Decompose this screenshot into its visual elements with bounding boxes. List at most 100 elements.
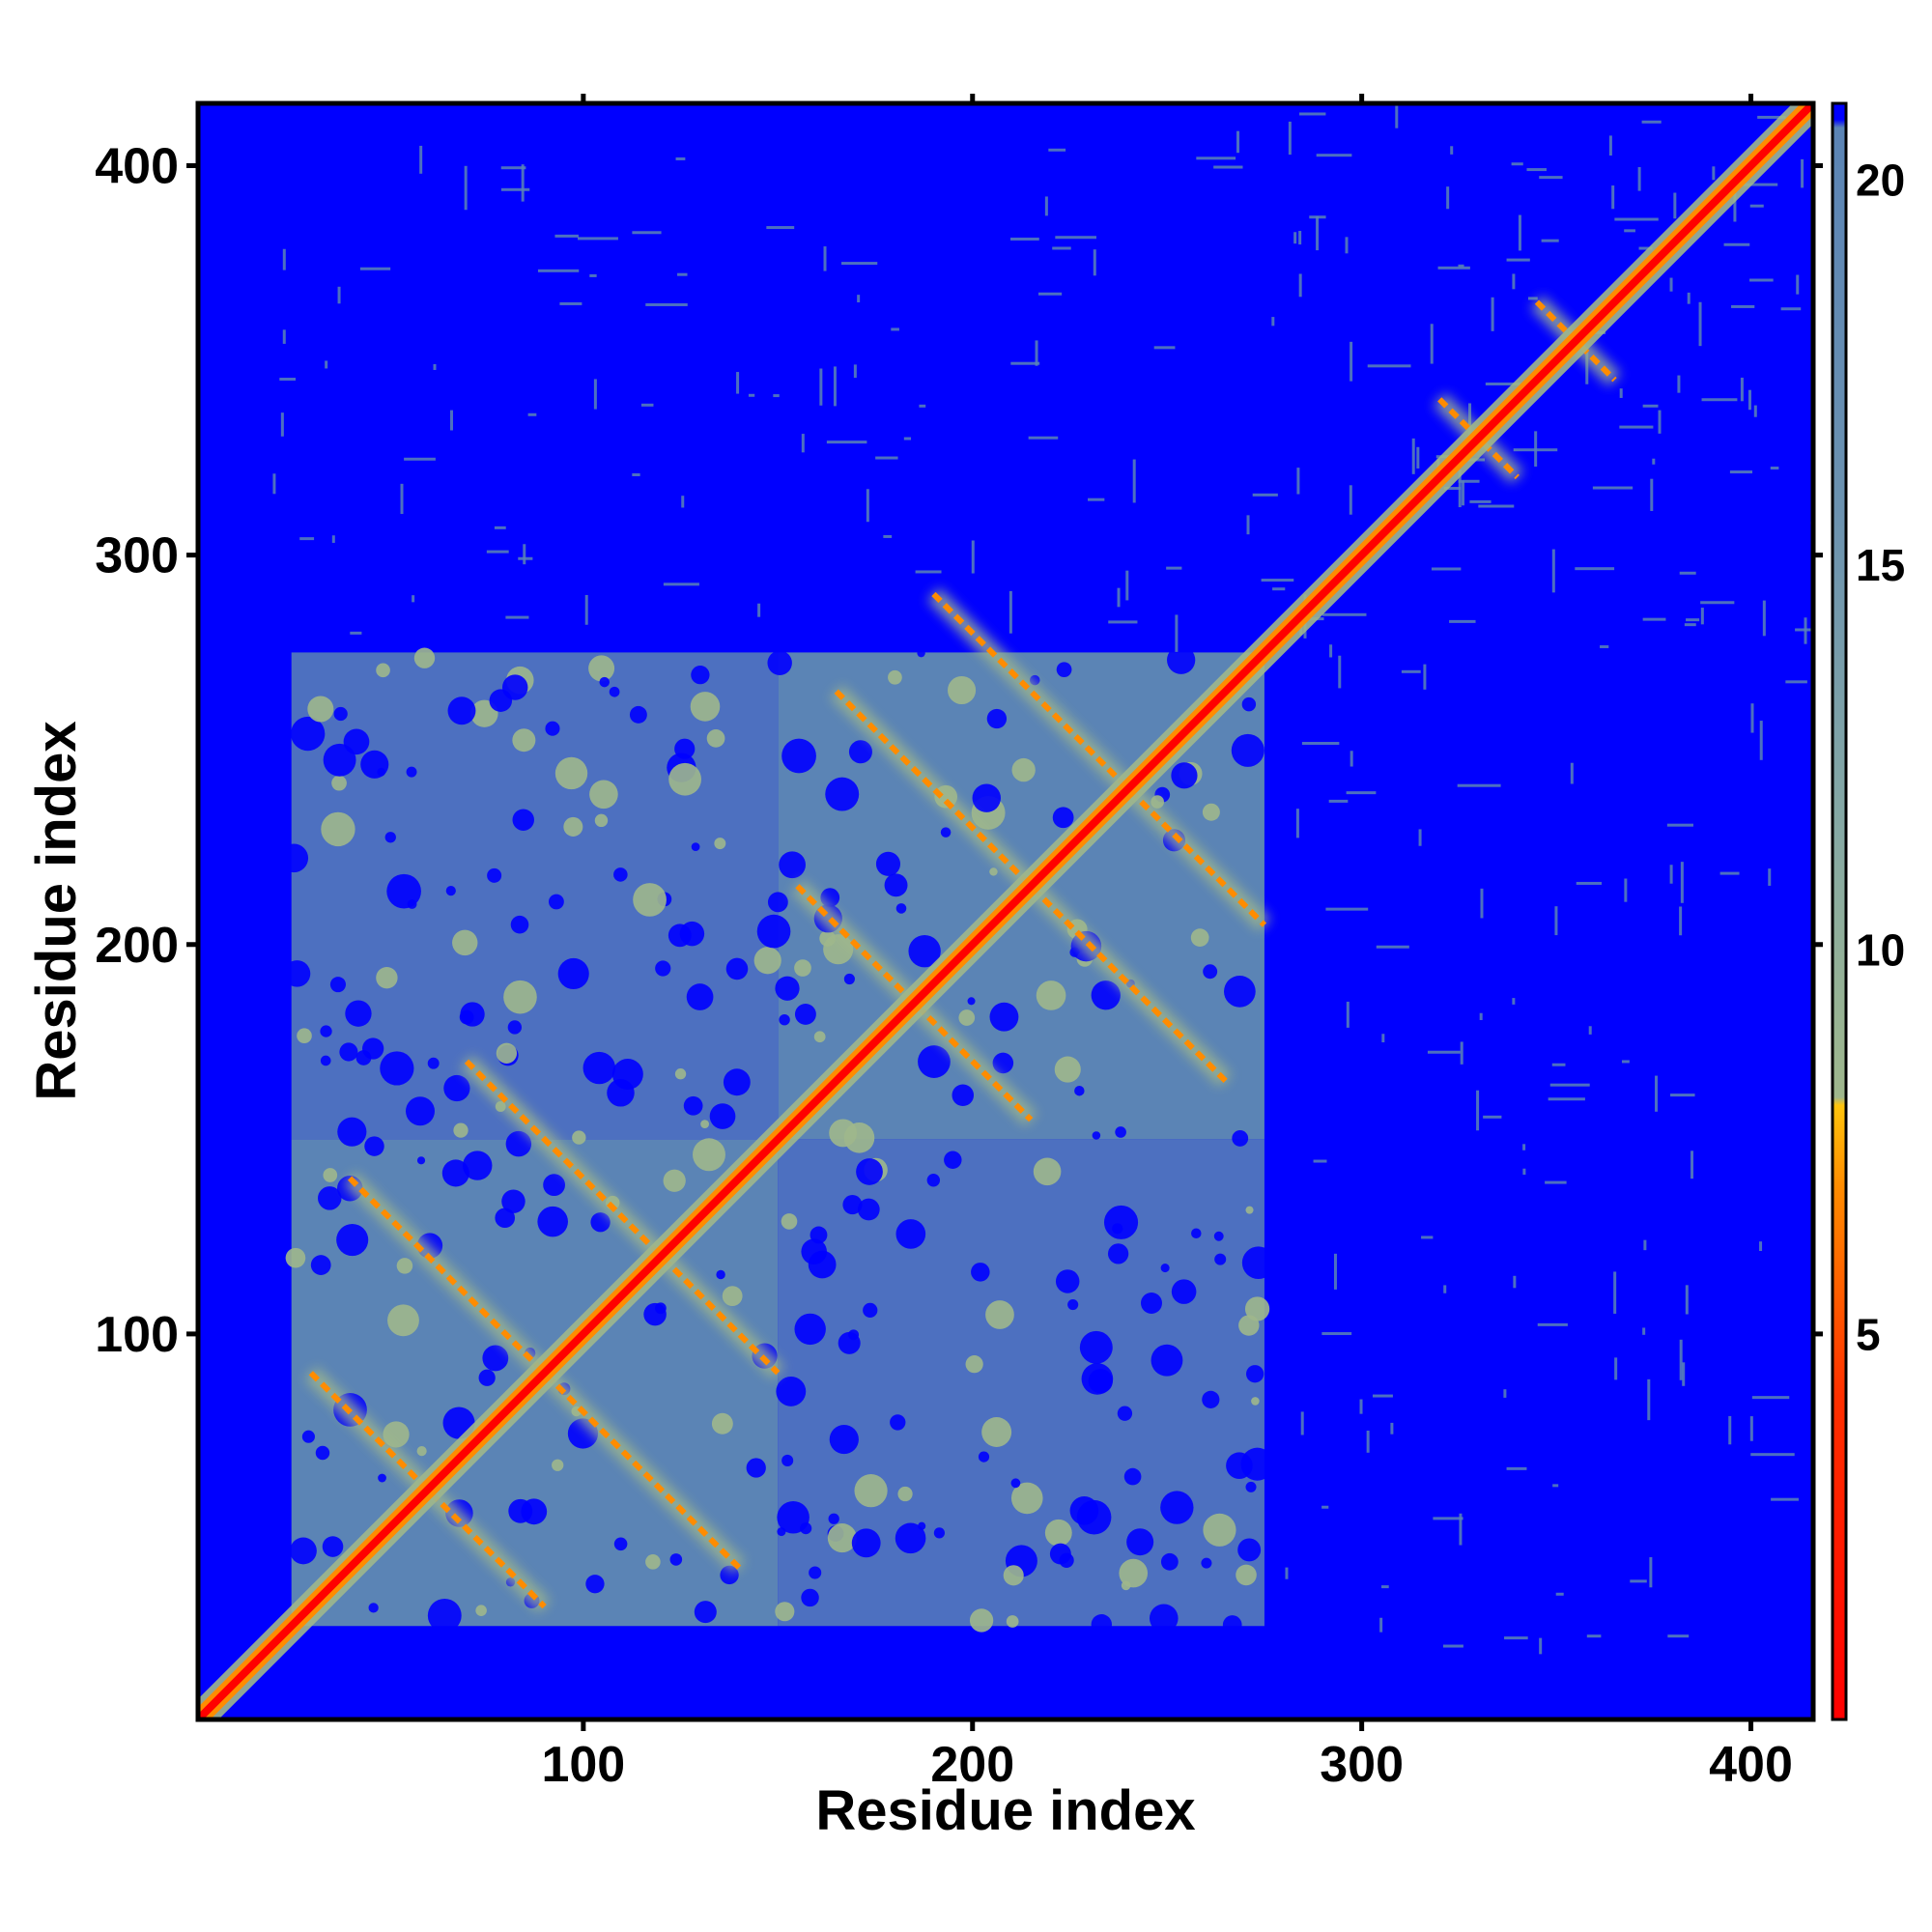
texture-dot xyxy=(406,766,417,778)
x-axis-ticks: 100 200 300 400 xyxy=(541,94,1793,1793)
texture-dot xyxy=(986,708,1008,729)
long-range-contact xyxy=(325,360,328,369)
texture-dot xyxy=(958,1009,976,1026)
texture-dot xyxy=(989,1002,1019,1032)
long-range-contact xyxy=(1723,242,1750,246)
texture-dot xyxy=(1036,980,1066,1010)
long-range-contact xyxy=(1450,146,1454,155)
texture-dot xyxy=(1231,733,1264,767)
long-range-contact xyxy=(1416,446,1420,469)
colorbar-tick-label: 20 xyxy=(1856,156,1905,206)
texture-dot xyxy=(714,838,726,850)
texture-dot xyxy=(1010,1478,1021,1489)
plot-frame xyxy=(195,100,1816,1722)
long-range-contact xyxy=(1712,166,1716,181)
texture-dot xyxy=(716,1269,725,1280)
long-range-contact xyxy=(1642,617,1666,621)
long-range-contact xyxy=(915,570,942,574)
texture-dot xyxy=(767,650,792,676)
long-range-contact xyxy=(523,544,526,565)
texture-dot xyxy=(495,1208,516,1229)
texture-dot xyxy=(589,780,618,810)
long-range-contact xyxy=(1753,405,1757,417)
texture-dot xyxy=(478,1369,496,1386)
long-range-contact xyxy=(1641,120,1662,124)
long-range-contact xyxy=(1637,166,1641,191)
long-range-contact xyxy=(1395,105,1399,128)
texture-dot xyxy=(320,1055,331,1066)
texture-dot xyxy=(496,1042,518,1064)
long-range-contact xyxy=(766,226,795,230)
texture-dot xyxy=(888,669,902,685)
texture-dot xyxy=(694,1601,717,1624)
texture-dot xyxy=(441,1159,469,1187)
texture-dot xyxy=(723,1068,751,1096)
texture-dot xyxy=(1232,1129,1249,1147)
long-range-contact xyxy=(1459,1513,1463,1546)
texture-dot xyxy=(512,809,534,831)
texture-dot xyxy=(828,1513,839,1524)
long-range-contact xyxy=(1125,570,1129,601)
long-range-contact xyxy=(1539,1637,1543,1655)
long-range-contact xyxy=(537,269,580,272)
long-range-contact xyxy=(833,366,837,407)
texture-dot xyxy=(746,1458,766,1478)
long-range-contact xyxy=(589,273,597,277)
texture-dot xyxy=(918,1045,951,1078)
long-range-contact xyxy=(1630,1579,1647,1583)
y-tick-label: 400 xyxy=(95,139,179,195)
texture-dot xyxy=(829,1424,859,1455)
texture-dot xyxy=(462,1151,493,1180)
texture-dot xyxy=(510,915,529,934)
long-range-contact xyxy=(1430,324,1434,364)
texture-dot xyxy=(940,827,952,838)
texture-dot xyxy=(1044,1519,1072,1547)
long-range-contact xyxy=(1483,1115,1502,1119)
texture-dot xyxy=(1245,1481,1257,1492)
long-range-contact xyxy=(1035,340,1038,366)
long-range-contact xyxy=(1643,1239,1647,1251)
long-range-contact xyxy=(1677,375,1681,393)
long-range-contact xyxy=(1669,277,1673,292)
long-range-contact xyxy=(1480,888,1484,919)
texture-dot xyxy=(1076,1499,1112,1535)
long-range-contact xyxy=(773,394,780,398)
texture-dot xyxy=(663,1169,686,1192)
texture-dot xyxy=(1191,1228,1202,1239)
long-range-contact xyxy=(1795,628,1813,632)
long-range-contact xyxy=(1132,459,1136,503)
texture-dot xyxy=(643,1302,667,1326)
long-range-contact xyxy=(1785,680,1807,684)
long-range-contact xyxy=(279,377,297,381)
long-range-contact xyxy=(1460,1041,1463,1065)
texture-dot xyxy=(781,1454,794,1466)
long-range-contact xyxy=(1313,1159,1327,1163)
long-range-contact xyxy=(1504,1636,1528,1640)
long-range-contact xyxy=(1009,590,1012,634)
long-range-contact xyxy=(559,301,582,305)
long-range-contact xyxy=(1093,249,1096,276)
texture-dot xyxy=(1115,1126,1126,1138)
texture-dot xyxy=(1244,1296,1270,1321)
long-range-contact xyxy=(645,302,688,306)
long-range-contact xyxy=(1652,458,1656,465)
texture-dot xyxy=(1033,1157,1062,1186)
long-range-contact xyxy=(857,295,861,303)
texture-dot xyxy=(843,973,855,985)
texture-dot xyxy=(1054,1056,1081,1083)
long-range-contact xyxy=(1458,264,1464,268)
long-range-contact xyxy=(1545,1180,1567,1184)
texture-dot xyxy=(1011,757,1036,782)
texture-dot xyxy=(427,1598,462,1633)
texture-dot xyxy=(554,756,588,790)
texture-dot xyxy=(709,1103,736,1129)
texture-dot xyxy=(386,873,421,909)
long-range-contact xyxy=(1684,623,1696,627)
texture-dot xyxy=(1190,928,1209,947)
long-range-contact xyxy=(1381,1034,1385,1043)
texture-dot xyxy=(926,1174,941,1187)
texture-dot xyxy=(794,959,811,977)
texture-dot xyxy=(548,894,564,910)
texture-dot xyxy=(1222,1615,1242,1634)
texture-dot xyxy=(537,1206,568,1237)
